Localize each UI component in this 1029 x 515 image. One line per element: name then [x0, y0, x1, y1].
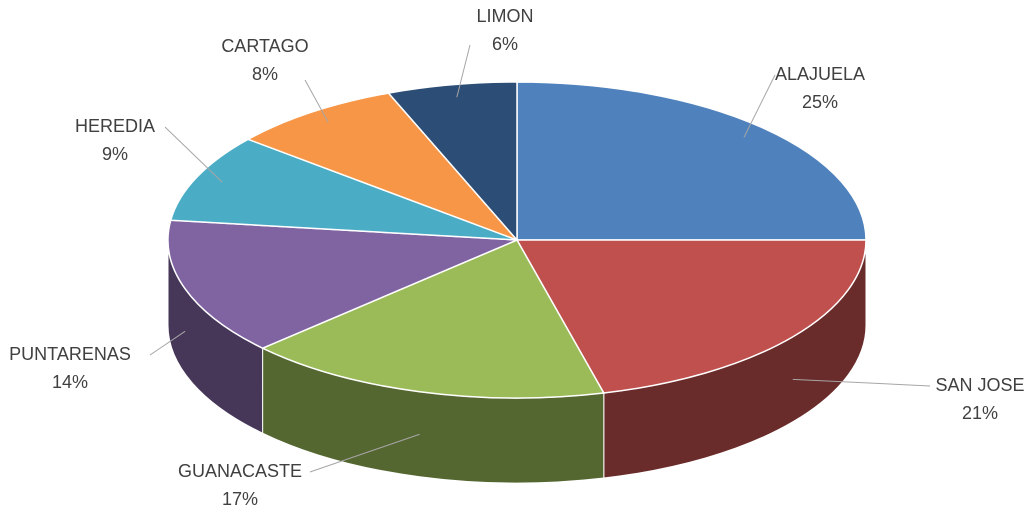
leader-line	[309, 433, 420, 473]
slice-value-label: 17%	[222, 489, 258, 509]
slice	[169, 138, 518, 241]
leader-line	[792, 378, 931, 387]
slice-label: PUNTARENAS	[9, 344, 131, 364]
slice-value-label: 21%	[962, 403, 998, 423]
slice-value-label: 25%	[802, 92, 838, 112]
slice-label: HEREDIA	[75, 116, 155, 136]
slice	[260, 239, 606, 399]
slice-label: CARTAGO	[221, 36, 308, 56]
slice	[515, 239, 867, 394]
slice-value-label: 8%	[252, 64, 278, 84]
leader-line	[164, 126, 223, 183]
slice	[387, 81, 518, 242]
leader-line	[743, 74, 776, 138]
slice-label: GUANACASTE	[178, 461, 302, 481]
slice-label: SAN JOSE	[935, 375, 1024, 395]
leader-line	[304, 79, 329, 123]
slice	[167, 219, 518, 349]
slice-value-label: 14%	[52, 372, 88, 392]
slice-label: LIMON	[476, 6, 533, 26]
slice	[516, 81, 867, 241]
slice-value-label: 6%	[492, 34, 518, 54]
slice	[246, 92, 518, 241]
slice-label: ALAJUELA	[775, 64, 865, 84]
leader-line	[149, 330, 186, 356]
slice-value-label: 9%	[102, 144, 128, 164]
leader-line	[456, 44, 471, 98]
